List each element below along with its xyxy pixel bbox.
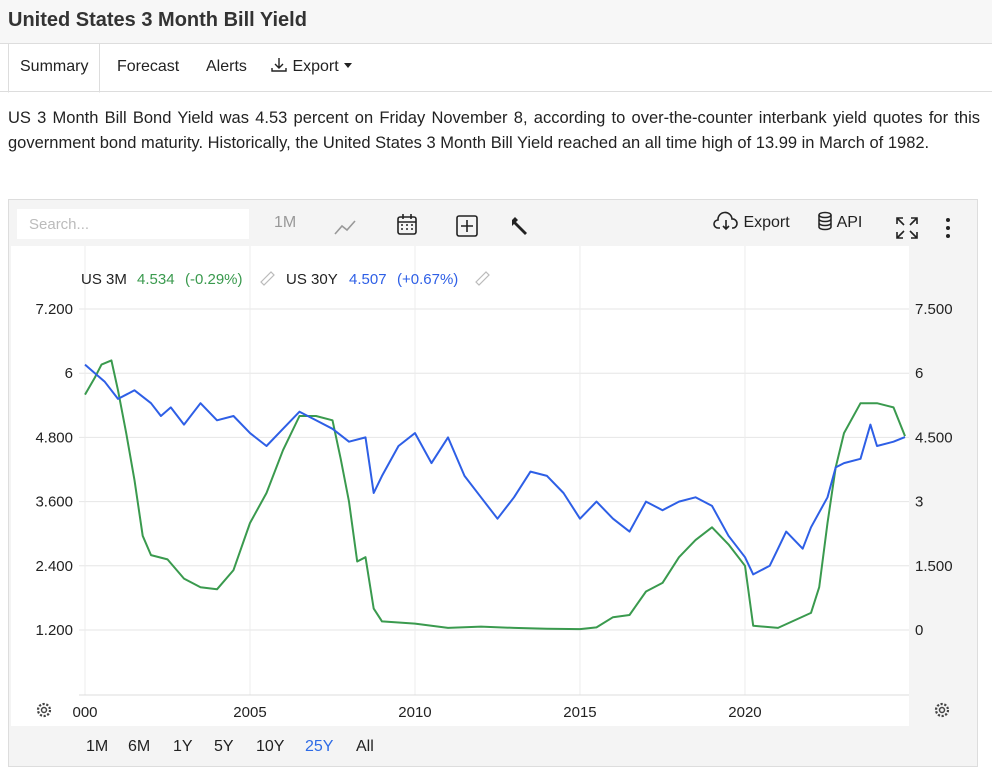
right-tick-label: 0 (915, 622, 923, 639)
more-menu-icon[interactable] (944, 213, 952, 243)
legend-us30y-name: US 30Y (286, 271, 338, 288)
edit-us30y-icon[interactable] (475, 271, 490, 286)
tab-export[interactable]: Export (270, 44, 353, 92)
left-settings-icon[interactable] (36, 702, 52, 718)
tab-summary[interactable]: Summary (8, 44, 101, 93)
chart-legend: US 3M 4.534 (-0.29%) US 30Y 4.507 (+0.67… (81, 271, 490, 288)
x-tick-label: 2010 (398, 704, 431, 721)
download-icon (271, 58, 287, 72)
right-tick-label: 4.500 (915, 429, 953, 446)
api-button[interactable]: API (817, 208, 862, 238)
export-chart-label: Export (743, 214, 790, 231)
left-tick-label: 4.800 (35, 429, 73, 446)
legend-us30y-change: (+0.67%) (397, 271, 458, 288)
fullscreen-icon[interactable] (896, 213, 918, 243)
database-icon (818, 211, 832, 231)
calendar-icon[interactable] (396, 210, 418, 240)
x-axis: 000 2005 2010 2015 2020 (72, 694, 909, 721)
tab-export-label: Export (292, 58, 339, 75)
interval-button[interactable]: 1M (274, 214, 297, 231)
series-line-us3m (84, 359, 906, 631)
left-tick-label: 1.200 (35, 622, 73, 639)
range-10y[interactable]: 10Y (256, 738, 285, 755)
left-tick-label: 3.600 (35, 494, 73, 511)
range-5y[interactable]: 5Y (214, 738, 234, 755)
tab-alerts[interactable]: Alerts (206, 58, 247, 75)
caret-down-icon (344, 63, 353, 68)
tabs-divider (0, 91, 992, 92)
range-1m[interactable]: 1M (86, 738, 109, 755)
range-all[interactable]: All (356, 738, 374, 755)
range-1y[interactable]: 1Y (173, 738, 193, 755)
export-chart-button[interactable]: Export (713, 208, 790, 238)
legend-us30y-value: 4.507 (349, 271, 387, 288)
cloud-download-icon (713, 211, 738, 231)
plot-area[interactable]: 7.200 6 4.800 3.600 2.400 1.200 7.500 6 4.500 3 1… (9, 246, 977, 726)
chart-toolbar: 1M Export API (9, 200, 977, 246)
left-tick-label: 2.400 (35, 558, 73, 575)
edit-us3m-icon[interactable] (260, 271, 275, 286)
x-tick-label: 000 (72, 704, 97, 721)
left-axis: 7.200 6 4.800 3.600 2.400 1.200 (35, 301, 73, 639)
title-bar: United States 3 Month Bill Yield (0, 0, 992, 44)
legend-us3m-change: (-0.29%) (185, 271, 243, 288)
line-chart-icon[interactable] (333, 212, 357, 242)
left-tick-label: 6 (65, 365, 73, 382)
range-25y[interactable]: 25Y (305, 738, 334, 755)
left-tick-label: 7.200 (35, 301, 73, 318)
line-chart[interactable]: 7.200 6 4.800 3.600 2.400 1.200 7.500 6 4.500 3 1… (9, 246, 977, 726)
right-tick-label: 3 (915, 494, 923, 511)
right-axis: 7.500 6 4.500 3 1.500 0 (915, 301, 953, 639)
api-label: API (836, 214, 863, 231)
x-tick-label: 2015 (563, 704, 596, 721)
chart-grid (79, 246, 909, 695)
x-tick-label: 2005 (233, 704, 266, 721)
wrench-icon[interactable] (509, 211, 531, 241)
add-indicator-icon[interactable] (456, 211, 478, 241)
tab-forecast[interactable]: Forecast (117, 58, 180, 75)
series-lines (84, 359, 906, 631)
chart-widget: 1M Export API (8, 199, 978, 767)
legend-us3m-name: US 3M (81, 271, 127, 288)
summary-text: US 3 Month Bill Bond Yield was 4.53 perc… (8, 109, 980, 152)
right-tick-label: 1.500 (915, 558, 953, 575)
series-line-us30y (84, 363, 906, 576)
range-6m[interactable]: 6M (128, 738, 151, 755)
legend-us3m-value: 4.534 (137, 271, 175, 288)
page-title: United States 3 Month Bill Yield (8, 9, 307, 31)
right-settings-icon[interactable] (934, 702, 950, 718)
search-input[interactable] (17, 209, 249, 239)
right-tick-label: 6 (915, 365, 923, 382)
right-tick-label: 7.500 (915, 301, 953, 318)
range-selector: 1M 6M 1Y 5Y 10Y 25Y All (9, 726, 977, 766)
tab-bar: Summary Forecast Alerts Export (8, 44, 984, 93)
x-tick-label: 2020 (728, 704, 761, 721)
